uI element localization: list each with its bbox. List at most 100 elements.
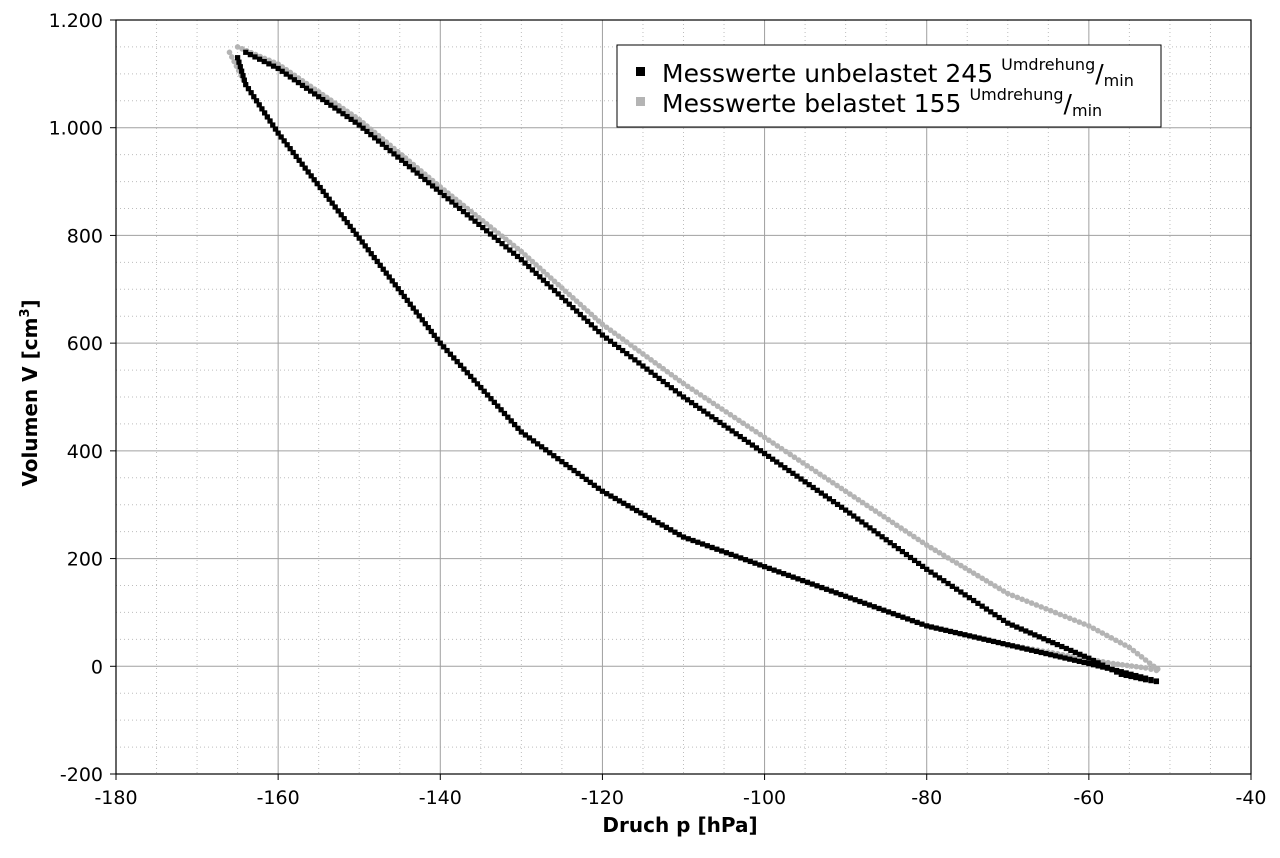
data-point [1043, 651, 1049, 657]
data-point [693, 402, 699, 409]
data-point [413, 309, 419, 315]
data-point [377, 262, 383, 268]
data-point [781, 571, 787, 577]
data-point [867, 525, 873, 531]
data-point [386, 274, 392, 280]
data-point [1059, 643, 1065, 650]
data-point [566, 301, 572, 307]
plot-frame [115, 19, 1252, 775]
data-point [247, 52, 253, 58]
data-point [290, 149, 296, 156]
data-point [962, 565, 968, 571]
data-point [599, 488, 606, 494]
data-point [299, 82, 306, 89]
data-point [636, 360, 642, 366]
legend: Messwerte unbelastet 245 Umdrehung/min Me… [616, 44, 1162, 128]
series-0 [235, 49, 1160, 685]
data-point [1126, 644, 1133, 651]
legend-marker-unbelastet [636, 67, 645, 76]
x-tick-label: -120 [581, 787, 624, 809]
data-point [574, 308, 580, 314]
data-point [1052, 609, 1059, 616]
data-point [953, 586, 960, 592]
data-point [1110, 660, 1116, 667]
data-point [1138, 674, 1144, 680]
data-point [1014, 644, 1020, 650]
data-point [971, 634, 978, 640]
data-point [1130, 647, 1137, 654]
data-point [660, 378, 666, 385]
data-point [252, 54, 258, 60]
data-point [652, 360, 658, 366]
data-point [814, 583, 820, 589]
data-point [1052, 653, 1059, 659]
data-point [544, 271, 550, 278]
data-point [830, 499, 837, 505]
data-point [952, 629, 958, 636]
data-point [940, 552, 947, 559]
data-point [1133, 672, 1139, 679]
y-tick-label: 1.000 [49, 118, 103, 140]
data-point [414, 170, 420, 176]
data-point [305, 169, 311, 175]
data-point [1118, 669, 1124, 675]
data-point [938, 626, 944, 632]
data-point [603, 324, 610, 331]
data-point [307, 83, 314, 90]
data-point [749, 442, 756, 448]
data-point [636, 348, 642, 354]
data-point [920, 563, 926, 569]
data-point [966, 567, 973, 574]
data-point [992, 583, 998, 589]
data-point [864, 502, 870, 509]
data-point [871, 604, 877, 610]
data-point [891, 543, 897, 549]
y-tick-label: -200 [60, 764, 103, 786]
data-point [562, 288, 569, 295]
data-point [709, 544, 715, 551]
data-point [1041, 636, 1047, 642]
y-axis-title-end: ] [18, 299, 42, 308]
data-point [1000, 641, 1006, 647]
data-point [253, 98, 260, 104]
data-point [445, 196, 451, 202]
data-point [537, 274, 543, 280]
data-point [903, 551, 910, 558]
data-point [559, 294, 565, 300]
data-point [295, 80, 302, 86]
data-point [776, 569, 782, 575]
data-point [962, 632, 968, 638]
data-point [628, 354, 634, 360]
data-point [478, 384, 484, 391]
data-point [949, 557, 956, 564]
data-point [441, 192, 447, 199]
data-point [234, 44, 241, 50]
data-point [672, 388, 678, 394]
data-point [416, 313, 422, 319]
data-point [830, 479, 836, 486]
data-point [761, 564, 768, 570]
data-point [491, 234, 497, 240]
data-point [909, 618, 916, 624]
data-point [733, 431, 739, 437]
data-point [495, 403, 501, 409]
data-point [283, 71, 289, 77]
data-point [638, 510, 644, 516]
data-point [1024, 598, 1030, 604]
data-point [924, 623, 930, 629]
data-point [1071, 617, 1078, 623]
data-point [684, 383, 691, 390]
legend-marker-belastet [636, 97, 645, 106]
data-point [887, 540, 893, 546]
data-point [533, 270, 539, 276]
data-point [1009, 592, 1016, 599]
data-point [548, 275, 554, 281]
data-point [947, 628, 954, 635]
data-point [876, 511, 883, 517]
data-point [615, 333, 622, 339]
data-point [356, 235, 362, 241]
data-point [822, 493, 828, 499]
data-point [1047, 607, 1054, 614]
data-point [814, 487, 820, 493]
data-point [1109, 666, 1115, 672]
